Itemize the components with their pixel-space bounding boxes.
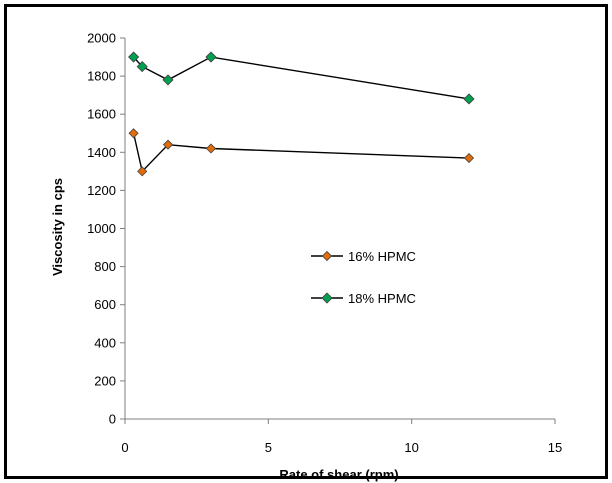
legend-label: 16% HPMC bbox=[348, 249, 416, 264]
legend-entry: 16% HPMC bbox=[311, 249, 416, 264]
data-point bbox=[464, 94, 474, 104]
data-point bbox=[465, 154, 474, 163]
data-point bbox=[206, 52, 216, 62]
y-tick-label: 1200 bbox=[87, 183, 116, 198]
x-tick-label: 15 bbox=[548, 440, 562, 455]
legend-entry: 18% HPMC bbox=[311, 291, 416, 306]
y-tick-label: 1000 bbox=[87, 221, 116, 236]
series-1 bbox=[129, 129, 473, 176]
x-axis-title: Rate of shear (rpm) bbox=[279, 467, 398, 482]
y-tick-label: 1400 bbox=[87, 145, 116, 160]
y-tick-label: 1800 bbox=[87, 69, 116, 84]
series-line bbox=[134, 133, 469, 171]
axes: 0 200 400 600 800 1000 1200 1400 1600 1800 2000 0 5 1… bbox=[87, 31, 562, 456]
x-tick-label: 5 bbox=[265, 440, 272, 455]
y-tick-label: 1600 bbox=[87, 107, 116, 122]
legend-marker bbox=[322, 293, 332, 303]
y-tick-label: 600 bbox=[94, 297, 116, 312]
y-axis-title: Viscosity in cps bbox=[50, 178, 65, 276]
data-point bbox=[163, 75, 173, 85]
y-tick-label: 800 bbox=[94, 259, 116, 274]
legend: 16% HPMC 18% HPMC bbox=[311, 249, 416, 306]
data-point bbox=[129, 129, 138, 138]
series-line bbox=[134, 57, 469, 99]
series-2 bbox=[129, 52, 474, 104]
y-tick-label: 0 bbox=[109, 412, 116, 427]
legend-marker bbox=[323, 252, 332, 261]
series-layer bbox=[129, 52, 474, 176]
y-tick-label: 400 bbox=[94, 335, 116, 350]
x-tick-label: 0 bbox=[121, 440, 128, 455]
legend-label: 18% HPMC bbox=[348, 291, 416, 306]
x-tick-label: 10 bbox=[404, 440, 418, 455]
data-point bbox=[207, 144, 216, 153]
y-tick-label: 2000 bbox=[87, 31, 116, 46]
y-tick-label: 200 bbox=[94, 373, 116, 388]
